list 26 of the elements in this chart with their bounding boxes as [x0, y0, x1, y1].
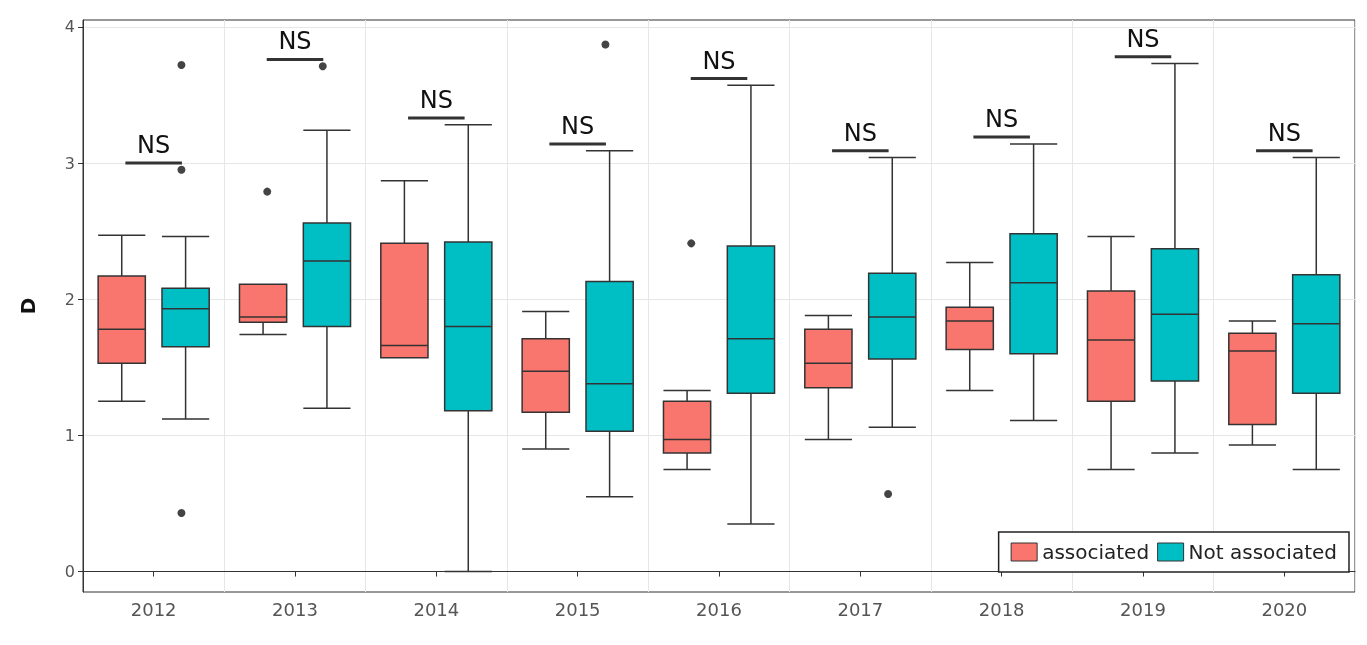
annotation: NS: [561, 111, 595, 140]
y-tick-label: 4: [64, 17, 75, 37]
x-tick-label: 2015: [554, 598, 601, 620]
y-tick-label: 2: [64, 289, 75, 309]
annotation: NS: [702, 46, 736, 75]
x-tick-label: 2020: [1261, 598, 1308, 620]
y-tick-label: 3: [64, 153, 75, 173]
legend-label: Not associated: [1188, 540, 1338, 564]
legend-label: associated: [1042, 540, 1150, 564]
annotation: NS: [985, 105, 1019, 134]
y-axis-title: D: [16, 297, 40, 315]
annotation: NS: [843, 118, 877, 147]
x-tick-label: 2019: [1120, 598, 1166, 620]
annotation: NS: [1267, 118, 1301, 147]
x-tick-label: 2018: [978, 598, 1025, 620]
annotation: NS: [278, 27, 312, 56]
y-tick-label: 1: [64, 425, 75, 445]
y-tick-label: 0: [64, 562, 75, 582]
x-tick-label: 2016: [696, 598, 742, 620]
annotation: NS: [137, 131, 171, 159]
x-tick-label: 2012: [130, 598, 177, 620]
annotation: NS: [419, 86, 453, 115]
annotation: NS: [1126, 24, 1160, 53]
x-tick-label: 2014: [413, 598, 460, 620]
x-tick-label: 2013: [272, 598, 318, 620]
x-tick-label: 2017: [837, 598, 884, 620]
